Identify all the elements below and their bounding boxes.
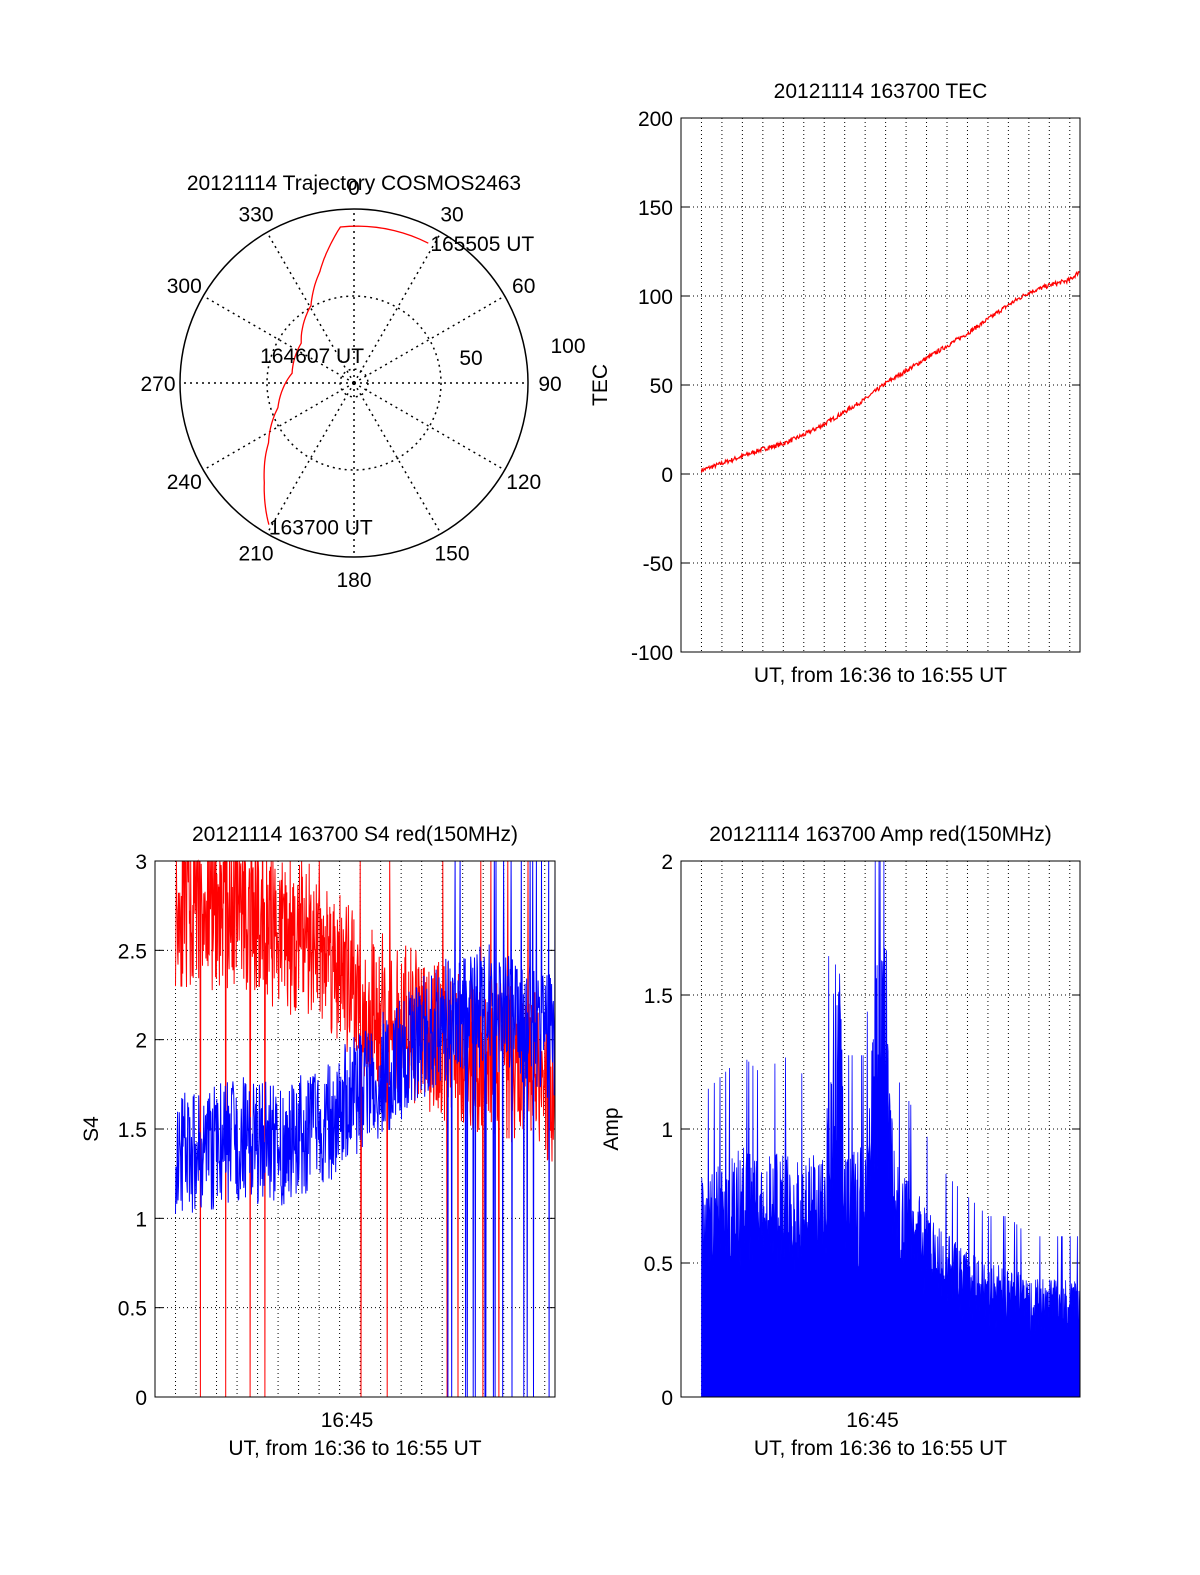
s4-red-series-line [175,859,556,1398]
polar-spoke [266,231,355,384]
tec-chart-panel: 20121114 163700 TEC -100 -50 0 50 100 150 200 UT… [589,80,1081,687]
y-tick-label: -50 [643,553,673,576]
y-tick-label: 0.5 [118,1298,147,1321]
polar-spoke [353,382,506,471]
y-tick-label: 50 [650,375,673,398]
chart-title: 20121114 163700 S4 red(150MHz) [192,823,518,846]
y-axis-label: TEC [589,364,612,406]
polar-angle-label: 210 [238,543,273,566]
polar-angle-label: 240 [167,471,202,494]
polar-angle-label: 30 [440,203,463,226]
y-tick-label: 0 [661,1387,673,1410]
polar-spoke [266,382,355,535]
chart-title: 20121114 163700 Amp red(150MHz) [709,823,1051,846]
polar-time-annotation: 163700 UT [269,517,373,540]
polar-radial-label: 100 [550,335,585,358]
polar-spoke [353,231,442,384]
y-tick-label: 3 [135,851,147,874]
y-tick-label: 2.5 [118,940,147,963]
polar-radial-label: 50 [459,347,482,370]
polar-title: 20121114 Trajectory COSMOS2463 [187,172,521,195]
polar-ring [339,368,369,398]
x-axis-label: UT, from 16:36 to 16:55 UT [754,664,1007,687]
plot-frame [154,860,556,1398]
polar-spoke [353,295,506,384]
plot-frame [680,860,1081,1398]
polar-angle-label: 330 [238,203,273,226]
x-axis-label: UT, from 16:36 to 16:55 UT [754,1437,1007,1460]
polar-spoke [202,382,355,471]
polar-time-annotation: 165505 UT [430,233,534,256]
y-tick-label: 0.5 [644,1253,673,1276]
y-tick-label: 1 [135,1208,147,1231]
polar-angle-label: 0 [348,177,360,200]
plot-frame [680,117,1081,653]
polar-angle-label: 300 [167,275,202,298]
polar-ring [266,295,442,471]
y-tick-label: 100 [638,286,673,309]
chart-title: 20121114 163700 TEC [774,80,988,103]
polar-angle-label: 150 [434,543,469,566]
polar-angle-label: 60 [512,275,535,298]
y-tick-label: 1.5 [118,1119,147,1142]
y-tick-label: 1.5 [644,985,673,1008]
polar-angle-label: 120 [506,471,541,494]
s4-chart-panel: 20121114 163700 S4 red(150MHz) 0 0.5 1 1.5 2 2… [80,823,556,1460]
y-tick-label: -100 [631,642,673,665]
y-tick-label: 0 [135,1387,147,1410]
polar-spoke [202,295,355,384]
s4-blue-series-line [175,860,556,1398]
x-tick-label: 16:45 [846,1409,899,1432]
polar-angle-label: 180 [336,569,371,592]
polar-time-annotation: 164607 UT [260,345,364,368]
amp-series-area [701,860,1081,1398]
polar-angle-label: 270 [140,373,175,396]
polar-angle-label: 90 [538,373,561,396]
polar-trajectory-line [263,225,429,525]
y-tick-label: 150 [638,197,673,220]
y-axis-label: Amp [600,1107,623,1150]
amp-chart-panel: 20121114 163700 Amp red(150MHz) 0 0.5 1 1.5 2… [600,823,1081,1460]
x-axis-label: UT, from 16:36 to 16:55 UT [228,1437,481,1460]
polar-outer-ring [179,208,529,558]
y-tick-label: 0 [661,464,673,487]
y-tick-label: 1 [661,1119,673,1142]
polar-spoke [353,382,442,535]
y-tick-label: 2 [135,1030,147,1053]
y-tick-label: 2 [661,851,673,874]
y-tick-label: 200 [638,108,673,131]
tec-series-line [700,270,1081,473]
x-tick-label: 16:45 [321,1409,374,1432]
y-axis-label: S4 [80,1116,103,1142]
